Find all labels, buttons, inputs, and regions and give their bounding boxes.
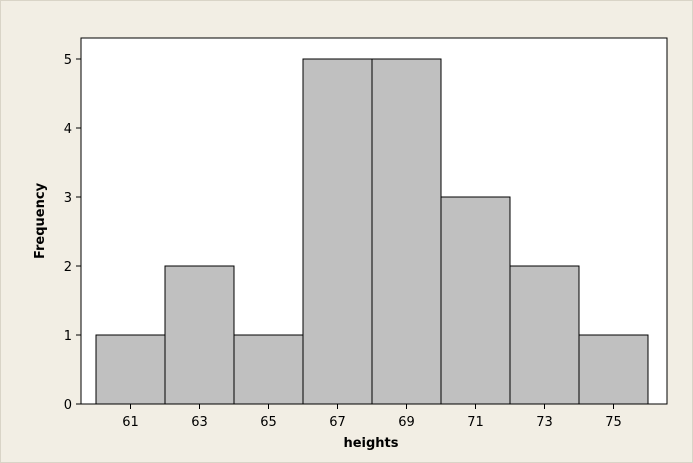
y-axis: 0 1 2 3 4 5 — [64, 53, 81, 413]
bar-63 — [164, 265, 235, 405]
bar-67 — [302, 58, 373, 405]
x-tick-label-65: 65 — [260, 415, 277, 430]
bar-73 — [509, 265, 580, 405]
x-tick-label-69: 69 — [398, 415, 415, 430]
x-tick-label-61: 61 — [122, 415, 139, 430]
bar-61 — [95, 334, 166, 405]
x-axis-title: heights — [343, 436, 398, 451]
y-tick-label-2: 2 — [64, 260, 72, 275]
y-tick-label-1: 1 — [64, 329, 72, 344]
bar-69 — [371, 58, 442, 405]
y-tick-label-3: 3 — [64, 191, 72, 206]
bar-71 — [440, 196, 511, 405]
bar-65 — [233, 334, 304, 405]
x-tick-label-73: 73 — [536, 415, 553, 430]
bar-75 — [578, 334, 649, 405]
y-tick-label-4: 4 — [64, 122, 72, 137]
y-tick-label-0: 0 — [64, 398, 72, 413]
x-axis: 61 63 65 67 69 71 73 75 — [122, 404, 622, 430]
y-tick-label-5: 5 — [64, 53, 72, 68]
x-tick-label-75: 75 — [605, 415, 622, 430]
x-tick-label-67: 67 — [329, 415, 346, 430]
bars-layer — [95, 58, 649, 405]
y-axis-title: Frequency — [33, 182, 48, 259]
x-tick-label-71: 71 — [467, 415, 484, 430]
x-tick-label-63: 63 — [191, 415, 208, 430]
